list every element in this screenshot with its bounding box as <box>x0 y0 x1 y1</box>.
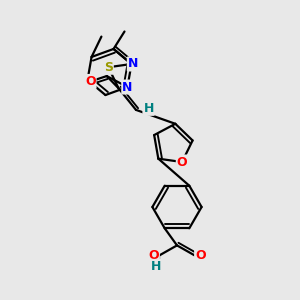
Text: H: H <box>143 102 154 115</box>
Text: S: S <box>104 61 113 74</box>
Text: O: O <box>148 249 159 262</box>
Text: H: H <box>151 260 161 273</box>
Text: N: N <box>122 80 133 94</box>
Text: O: O <box>177 155 188 169</box>
Text: O: O <box>85 75 96 88</box>
Text: N: N <box>128 58 138 70</box>
Text: O: O <box>195 249 206 262</box>
